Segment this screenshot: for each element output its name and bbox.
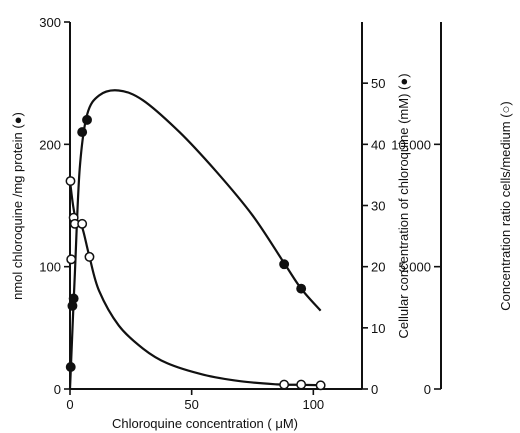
right-outer-y-tick-label: 0 (424, 382, 431, 397)
left-y-tick-label: 200 (39, 137, 61, 152)
right-outer-y-tick-label: 10,000 (391, 137, 431, 152)
right-inner-y-tick-label: 20 (371, 260, 385, 275)
right-outer-y-axis-title: Concentration ratio cells/medium (○) (498, 101, 513, 310)
series-curve-filled (68, 89, 322, 390)
ticks-layer: 0 50 100 0 100 200 300 0 10 20 30 40 50 0 5,000 10,000 (39, 15, 441, 412)
data-point-filled (68, 293, 79, 304)
right-inner-y-tick-label: 50 (371, 76, 385, 91)
series-curve-open (68, 180, 326, 387)
right-inner-y-tick-label: 40 (371, 137, 385, 152)
curves-layer (68, 89, 326, 390)
left-y-axis-title: nmol chloroquine /mg protein (●) (10, 112, 25, 300)
data-point-open (77, 218, 88, 229)
data-point-open (66, 254, 77, 265)
data-point-filled (296, 283, 307, 294)
x-axis-title: Chloroquine concentration ( μM) (112, 416, 298, 431)
x-tick-label: 100 (302, 397, 324, 412)
data-point-open (296, 379, 307, 390)
left-y-tick-label: 0 (54, 382, 61, 397)
data-point-open (315, 380, 326, 391)
data-point-filled (279, 259, 290, 270)
left-y-tick-label: 100 (39, 260, 61, 275)
data-point-filled (82, 114, 92, 125)
data-point-open (279, 379, 290, 390)
data-point-open (65, 176, 76, 186)
right-inner-y-tick-label: 0 (371, 382, 378, 397)
points-layer (65, 114, 326, 391)
right-inner-y-tick-label: 10 (371, 321, 385, 336)
left-y-tick-label: 300 (39, 15, 61, 30)
data-point-filled (77, 127, 88, 138)
data-point-filled (65, 362, 76, 372)
right-inner-y-tick-label: 30 (371, 199, 385, 214)
data-point-open (84, 251, 95, 262)
x-tick-label: 0 (66, 397, 73, 412)
x-tick-label: 50 (184, 397, 198, 412)
right-inner-y-axis-title: Cellular concentration of chloroquine (m… (396, 73, 411, 338)
right-outer-y-tick-label: 5,000 (398, 260, 431, 275)
